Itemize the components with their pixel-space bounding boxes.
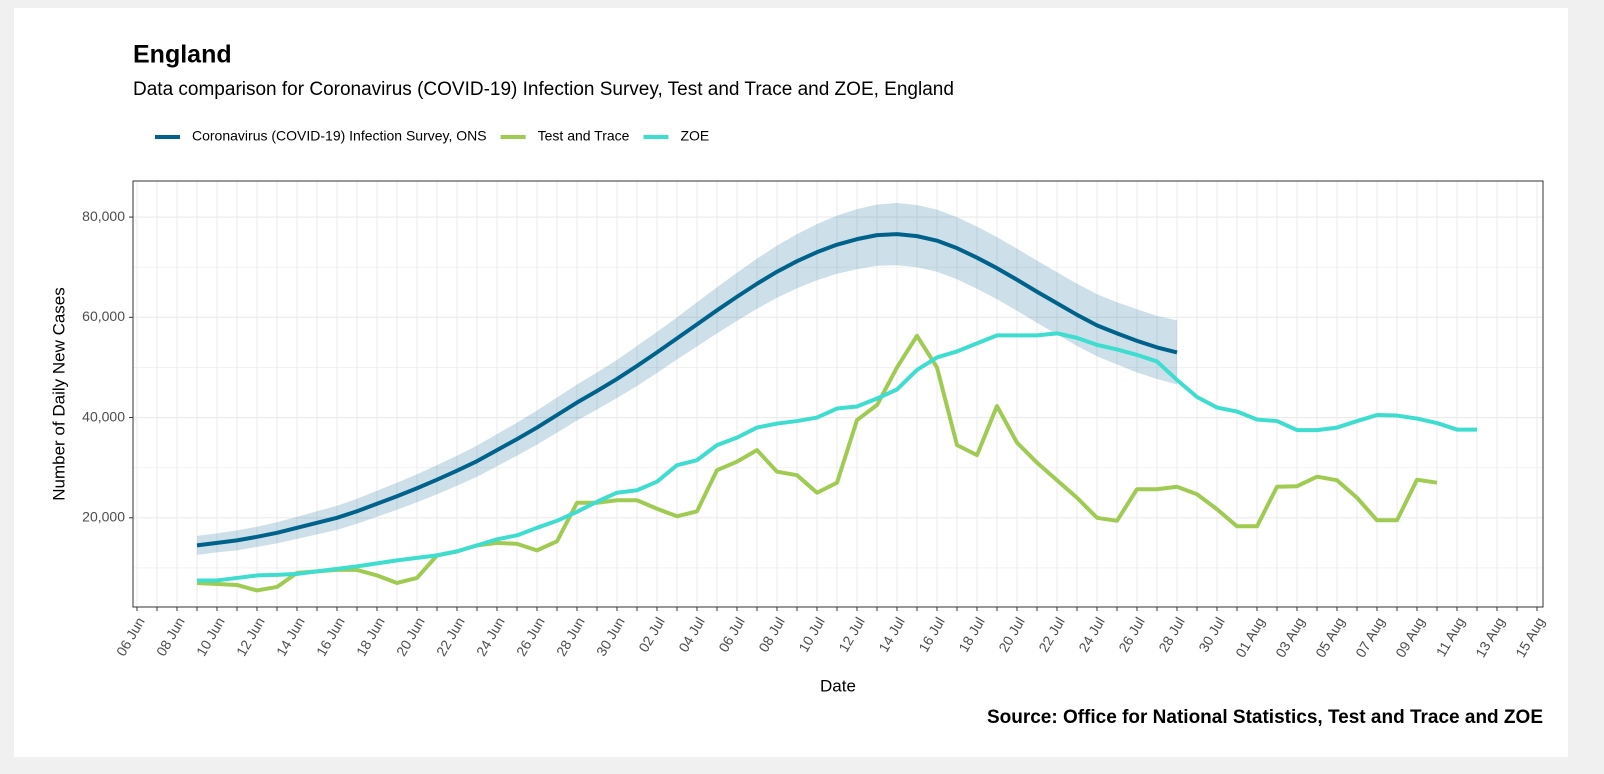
series-line bbox=[197, 331, 1477, 583]
y-axis-label: Number of Daily New Cases bbox=[49, 287, 68, 501]
chart-subtitle: Data comparison for Coronavirus (COVID-1… bbox=[133, 79, 954, 100]
x-axis-label: Date bbox=[820, 676, 856, 695]
plot-frame bbox=[132, 180, 1544, 608]
chart-title: England bbox=[133, 41, 232, 69]
legend-label: ZOE bbox=[680, 128, 709, 144]
confidence-band bbox=[197, 203, 1177, 555]
legend-label: Test and Trace bbox=[538, 128, 630, 144]
series-line bbox=[196, 232, 1178, 548]
y-tick-label: 80,000 bbox=[82, 208, 125, 224]
series-line bbox=[196, 333, 1438, 593]
plot-background bbox=[133, 181, 1543, 607]
y-tick-label: 20,000 bbox=[82, 508, 125, 524]
legend-label: Coronavirus (COVID-19) Infection Survey,… bbox=[192, 128, 487, 144]
y-tick-label: 60,000 bbox=[82, 308, 125, 324]
caption: Source: Office for National Statistics, … bbox=[987, 707, 1543, 728]
y-tick-label: 40,000 bbox=[82, 408, 125, 424]
